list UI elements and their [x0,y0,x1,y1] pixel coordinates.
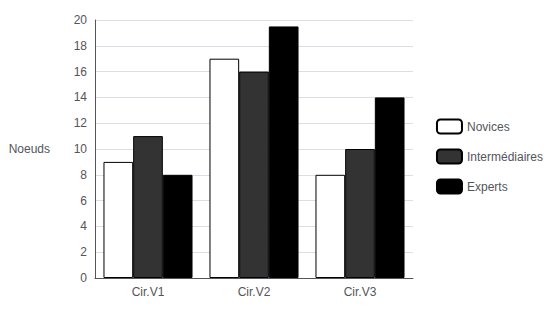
svg-text:6: 6 [80,194,87,208]
svg-text:4: 4 [80,219,87,233]
svg-text:Experts: Experts [467,180,508,194]
svg-text:Novices: Novices [467,120,510,134]
svg-text:10: 10 [74,142,88,156]
svg-text:Noeuds: Noeuds [9,142,50,156]
svg-text:Intermédiaires: Intermédiaires [467,150,543,164]
svg-text:2: 2 [80,245,87,259]
svg-text:8: 8 [80,168,87,182]
svg-text:18: 18 [74,39,88,53]
svg-text:Cir.V2: Cir.V2 [238,285,271,299]
svg-text:20: 20 [74,13,88,27]
svg-text:0: 0 [80,271,87,285]
svg-text:14: 14 [74,90,88,104]
svg-text:Cir.V1: Cir.V1 [132,285,165,299]
svg-text:16: 16 [74,65,88,79]
svg-text:Cir.V3: Cir.V3 [344,285,377,299]
svg-text:12: 12 [74,116,88,130]
